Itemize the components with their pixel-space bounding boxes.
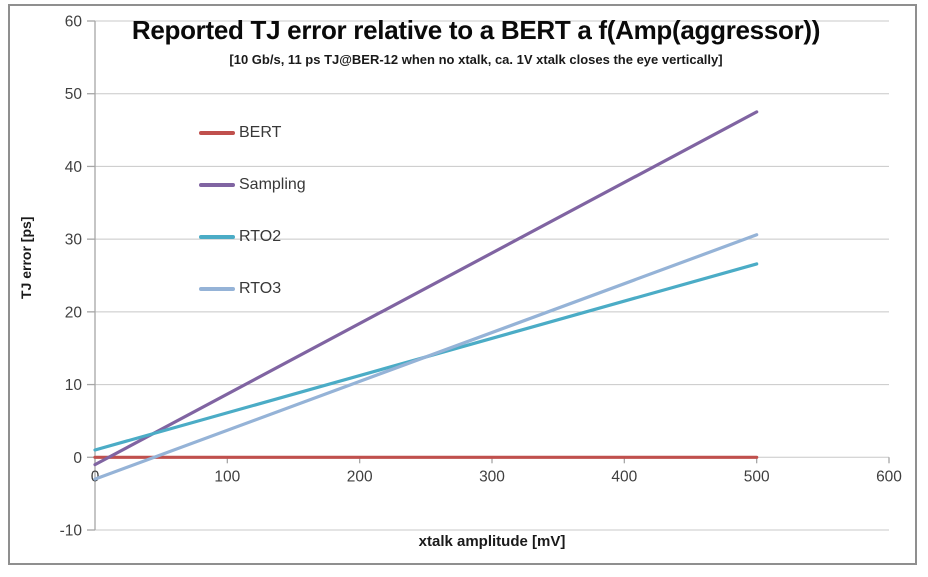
y-tick-label-60: 60 xyxy=(65,14,83,31)
x-axis-title: xtalk amplitude [mV] xyxy=(418,533,566,550)
y-tick-label-10: 10 xyxy=(65,377,83,394)
x-tick-label-200: 200 xyxy=(347,468,373,485)
legend-swatch-bert xyxy=(199,131,235,135)
legend-label-bert: BERT xyxy=(239,124,282,141)
legend-item-bert: BERT xyxy=(199,107,306,159)
x-tick-label-100: 100 xyxy=(214,468,240,485)
legend: BERT Sampling RTO2 RTO3 xyxy=(199,107,306,315)
y-tick-label-40: 40 xyxy=(65,159,83,176)
y-tick-label-30: 30 xyxy=(65,232,83,249)
y-tick-label-0: 0 xyxy=(73,450,82,467)
legend-item-sampling: Sampling xyxy=(199,159,306,211)
y-tick-label-50: 50 xyxy=(65,86,83,103)
legend-swatch-rto2 xyxy=(199,235,235,239)
legend-label-rto2: RTO2 xyxy=(239,228,282,245)
y-tick-label--10: -10 xyxy=(60,523,83,540)
x-tick-label-300: 300 xyxy=(479,468,505,485)
y-axis-title: TJ error [ps] xyxy=(18,216,34,299)
x-tick-label-0: 0 xyxy=(91,468,100,485)
x-tick-label-600: 600 xyxy=(876,468,902,485)
x-tick-label-400: 400 xyxy=(611,468,637,485)
legend-label-sampling: Sampling xyxy=(239,176,306,193)
chart-title: Reported TJ error relative to a BERT a f… xyxy=(131,15,821,45)
legend-label-rto3: RTO3 xyxy=(239,280,282,297)
legend-swatch-sampling xyxy=(199,183,235,187)
chart-frame xyxy=(8,4,917,565)
y-tick-label-20: 20 xyxy=(65,304,83,321)
x-tick-label-500: 500 xyxy=(744,468,770,485)
legend-item-rto3: RTO3 xyxy=(199,263,306,315)
legend-item-rto2: RTO2 xyxy=(199,211,306,263)
chart-subtitle: [10 Gb/s, 11 ps TJ@BER-12 when no xtalk,… xyxy=(229,52,723,67)
legend-swatch-rto3 xyxy=(199,287,235,291)
series-line-sampling xyxy=(93,110,759,467)
series-line-rto3 xyxy=(93,233,759,481)
